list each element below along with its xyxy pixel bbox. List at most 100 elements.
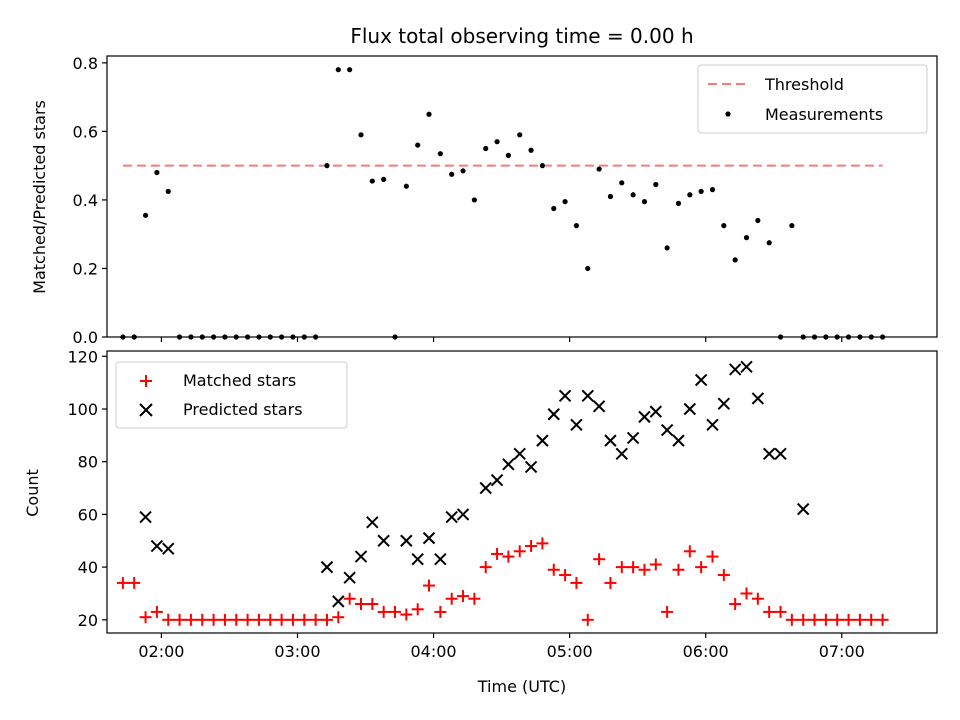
matched-legend-swatch [140,375,152,387]
predicted-stars-point [706,418,719,432]
measurement-points [120,67,886,340]
predicted-stars-point [456,508,470,521]
measurement-point [551,205,557,212]
matched-stars-point [604,576,617,589]
measurement-point [596,166,602,172]
top-y-tick-label: 0.4 [73,191,98,210]
matched-stars-point [116,576,129,589]
matched-legend-label: Matched stars [183,371,296,390]
predicted-stars-point [592,400,606,413]
matched-stars-point [706,550,719,563]
measurement-point [585,265,591,272]
matched-stars-points [116,537,889,626]
matched-stars-point [570,576,583,589]
matched-stars-point [547,563,560,576]
predicted-stars-point [411,552,424,566]
matched-stars-point [683,545,696,558]
matched-stars-point [525,540,538,553]
top-legend: Threshold Measurements [697,64,928,134]
matched-stars-point [876,613,889,626]
matched-stars-point [797,613,810,626]
predicted-stars-point [343,571,356,584]
matched-stars-point [207,613,220,626]
measurement-point [698,188,704,194]
matched-stars-point [491,547,504,560]
measurement-point [505,152,511,158]
measurement-point [539,163,546,169]
measurement-point [369,178,375,184]
top-y-axis-label: Matched/Predicted stars [30,100,49,294]
matched-stars-point [309,613,322,626]
matched-stars-point [366,598,379,611]
predicted-stars-point [490,473,504,487]
matched-stars-point [298,613,311,626]
predicted-stars-point [728,363,742,376]
measurement-point [142,212,149,218]
measurement-point [335,67,341,73]
measurement-point [517,132,523,138]
measurement-point [789,223,795,229]
top-y-ticks: 0.0 0.2 0.4 0.6 0.8 [73,54,107,347]
measurements-legend-swatch [725,111,731,117]
predicted-stars-point [683,402,697,416]
measurement-point [494,139,500,145]
predicted-stars-point [796,502,810,516]
matched-stars-point [593,553,606,566]
bottom-y-tick-label: 100 [67,400,98,419]
bottom-y-tick-label: 20 [78,611,98,630]
predicted-legend-label: Predicted stars [183,400,303,419]
top-legend-frame [697,64,928,134]
measurement-point [437,151,443,157]
predicted-stars-point [547,408,560,421]
predicted-stars-point [400,534,413,547]
predicted-stars-point [740,360,753,374]
measurement-point [743,235,750,241]
measurement-point [664,245,670,251]
bottom-legend-frame [115,361,348,429]
x-tick-label: 07:00 [819,642,865,661]
measurement-point [449,171,455,177]
predicted-stars-point [660,423,674,437]
measurement-point [630,192,636,198]
bottom-y-tick-label: 80 [78,453,98,472]
x-axis-label: Time (UTC) [477,677,566,696]
bottom-y-ticks: 20 40 60 80 100 120 [67,347,107,630]
matched-stars-point [218,613,231,626]
matched-stars-point [411,603,424,616]
top-panel: 0.00.20.40.60.8 Matched/Predicted stars … [30,54,938,347]
matched-stars-point [184,613,197,626]
measurement-point [755,217,761,224]
measurement-point [426,111,432,117]
bottom-axes-frame [106,350,938,634]
x-tick-label: 03:00 [274,642,320,661]
matched-stars-point [343,592,356,605]
matched-stars-point [320,613,333,626]
top-y-tick-label: 0.8 [73,54,98,73]
bottom-legend: Matched stars Predicted stars [115,361,348,429]
matched-stars-point [150,605,163,618]
predicted-stars-point [638,410,651,424]
predicted-stars-point [774,447,787,460]
matched-stars-point [774,605,787,618]
bottom-x-ticks: 02:00 03:00 04:00 05:00 06:00 07:00 [138,633,865,661]
predicted-stars-point [558,389,572,403]
matched-stars-point [729,598,742,611]
matched-stars-point [638,563,651,576]
matched-stars-point [479,561,492,574]
measurement-point [573,223,580,229]
measurement-point [324,163,330,169]
chart-title: Flux total observing time = 0.00 h [350,24,693,48]
bottom-y-tick-label: 40 [78,558,98,577]
predicted-stars-point [377,534,390,547]
measurement-point [562,199,568,205]
matched-stars-point [695,561,708,574]
top-y-tick-label: 0.2 [73,259,98,278]
measurement-point [619,180,625,186]
top-y-tick-label: 0.6 [73,122,98,141]
measurement-point [471,197,477,203]
x-tick-label: 02:00 [138,642,184,661]
measurement-point [607,193,614,200]
predicted-stars-point [150,539,164,553]
matched-stars-point [286,613,299,626]
top-y-tick-label: 0.0 [73,328,98,347]
